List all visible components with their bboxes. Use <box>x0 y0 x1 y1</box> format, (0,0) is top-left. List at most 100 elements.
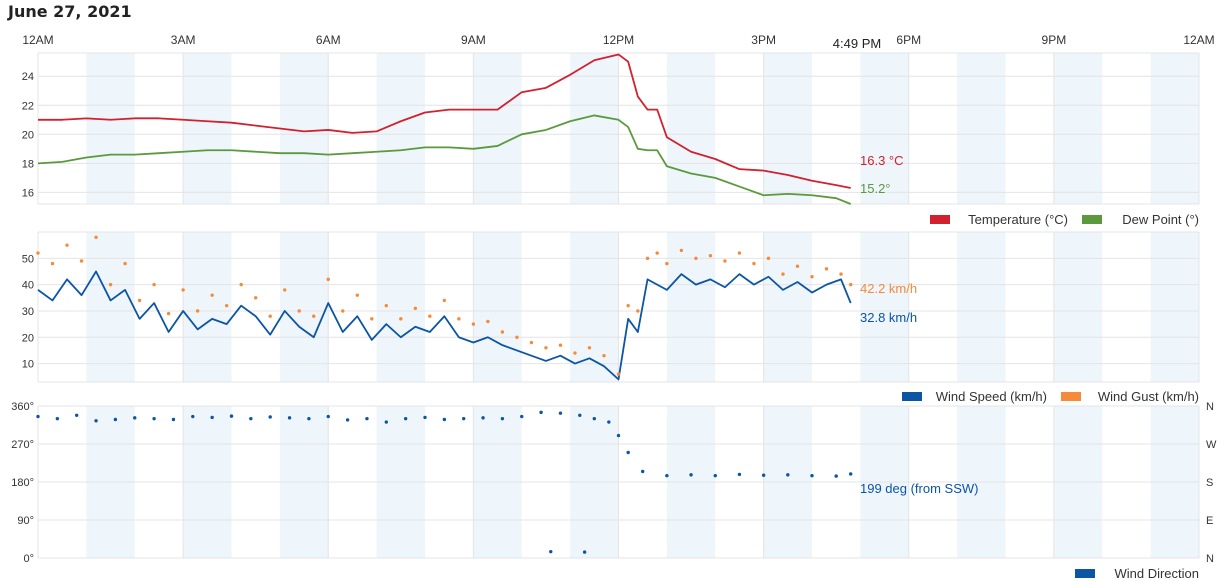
series-point <box>544 346 548 350</box>
series-point <box>249 416 253 421</box>
series-point <box>834 474 838 478</box>
y-tick-label: 360° <box>11 401 34 413</box>
series-point <box>849 472 853 476</box>
series-point <box>824 267 829 271</box>
series-point <box>781 272 785 276</box>
hour-band <box>666 232 716 382</box>
hour-band <box>957 232 1006 382</box>
series-point <box>665 473 669 478</box>
series-point <box>50 261 55 266</box>
series-point <box>94 419 98 423</box>
legend-label: Wind Speed (km/h) <box>936 389 1047 404</box>
series-point <box>224 303 229 308</box>
hour-band <box>570 53 619 204</box>
y-tick-label: 20 <box>22 332 34 344</box>
series-point <box>486 319 490 324</box>
series-point <box>592 416 597 421</box>
series-point <box>75 413 79 417</box>
series-point <box>326 277 330 282</box>
hour-band <box>763 53 812 204</box>
series-point <box>326 414 330 419</box>
series-point <box>520 414 524 419</box>
series-point <box>471 322 476 326</box>
end-value-label: 42.2 km/h <box>860 281 917 296</box>
series-point <box>578 413 582 417</box>
series-line <box>37 270 852 381</box>
series-point <box>239 282 243 287</box>
y-tick-label: 10 <box>22 359 34 371</box>
series-point <box>529 340 534 345</box>
hour-band <box>1053 232 1103 382</box>
legend-swatch <box>902 392 922 401</box>
series-point <box>133 416 137 420</box>
right-tick-label: N <box>1206 401 1214 413</box>
series-point <box>152 282 156 287</box>
series-point <box>55 416 60 421</box>
series-point <box>113 417 118 422</box>
series-point <box>399 317 403 321</box>
y-tick-label: 50 <box>22 253 34 265</box>
series-point <box>500 330 505 334</box>
series-point <box>94 235 98 239</box>
series-point <box>558 343 563 347</box>
end-value-label: 32.8 km/h <box>860 310 917 325</box>
series-point <box>636 309 640 313</box>
series-point <box>283 288 287 292</box>
series-point <box>549 549 553 554</box>
right-tick-label: S <box>1206 477 1213 489</box>
y-tick-label: 180° <box>11 477 34 489</box>
series-point <box>355 293 359 297</box>
hour-band <box>1053 53 1103 204</box>
hour-tick-label: 6PM <box>896 33 921 47</box>
end-value-label: 16.3 °C <box>860 153 904 168</box>
legend-swatch <box>1061 392 1081 401</box>
hour-tick-label: 9AM <box>461 33 486 47</box>
series-point <box>229 414 234 418</box>
end-value-label: 199 deg (from SSW) <box>860 481 979 496</box>
series-point <box>307 416 311 421</box>
hour-band <box>860 53 909 204</box>
hour-band <box>86 53 135 204</box>
series-point <box>210 293 214 297</box>
series-point <box>500 416 505 421</box>
series-point <box>766 256 771 261</box>
hour-band <box>957 53 1006 204</box>
series-point <box>253 296 258 300</box>
series-point <box>345 418 350 422</box>
series-point <box>616 372 621 376</box>
series-line <box>38 53 851 189</box>
series-point <box>679 248 684 253</box>
series-point <box>195 309 200 313</box>
series-point <box>365 416 369 421</box>
hour-band <box>279 232 329 382</box>
series-point <box>166 311 171 316</box>
series-point <box>442 298 447 303</box>
y-tick-label: 90° <box>17 515 34 527</box>
y-tick-label: 40 <box>22 280 34 292</box>
series-point <box>645 256 650 261</box>
series-point <box>713 473 717 478</box>
hour-band <box>1150 232 1199 382</box>
y-tick-label: 22 <box>22 100 34 112</box>
hour-tick-label: 9PM <box>1042 33 1067 47</box>
legend-swatch <box>1082 215 1102 224</box>
series-point <box>616 433 621 438</box>
hour-tick-label: 6AM <box>316 33 341 47</box>
hour-tick-label: 12AM <box>1183 33 1214 47</box>
y-tick-label: 270° <box>11 439 34 451</box>
hour-band <box>183 232 232 382</box>
series-point <box>462 416 466 421</box>
series-point <box>626 303 630 308</box>
series-point <box>737 251 742 255</box>
hour-tick-label: 12AM <box>22 33 53 47</box>
series-point <box>655 251 659 255</box>
series-point <box>810 473 814 478</box>
series-point <box>423 415 427 420</box>
hour-band <box>376 232 425 382</box>
y-tick-label: 20 <box>22 129 34 141</box>
series-point <box>403 416 408 421</box>
hour-band <box>473 53 522 204</box>
hour-band <box>763 232 812 382</box>
end-value-label: 15.2° <box>860 181 891 196</box>
